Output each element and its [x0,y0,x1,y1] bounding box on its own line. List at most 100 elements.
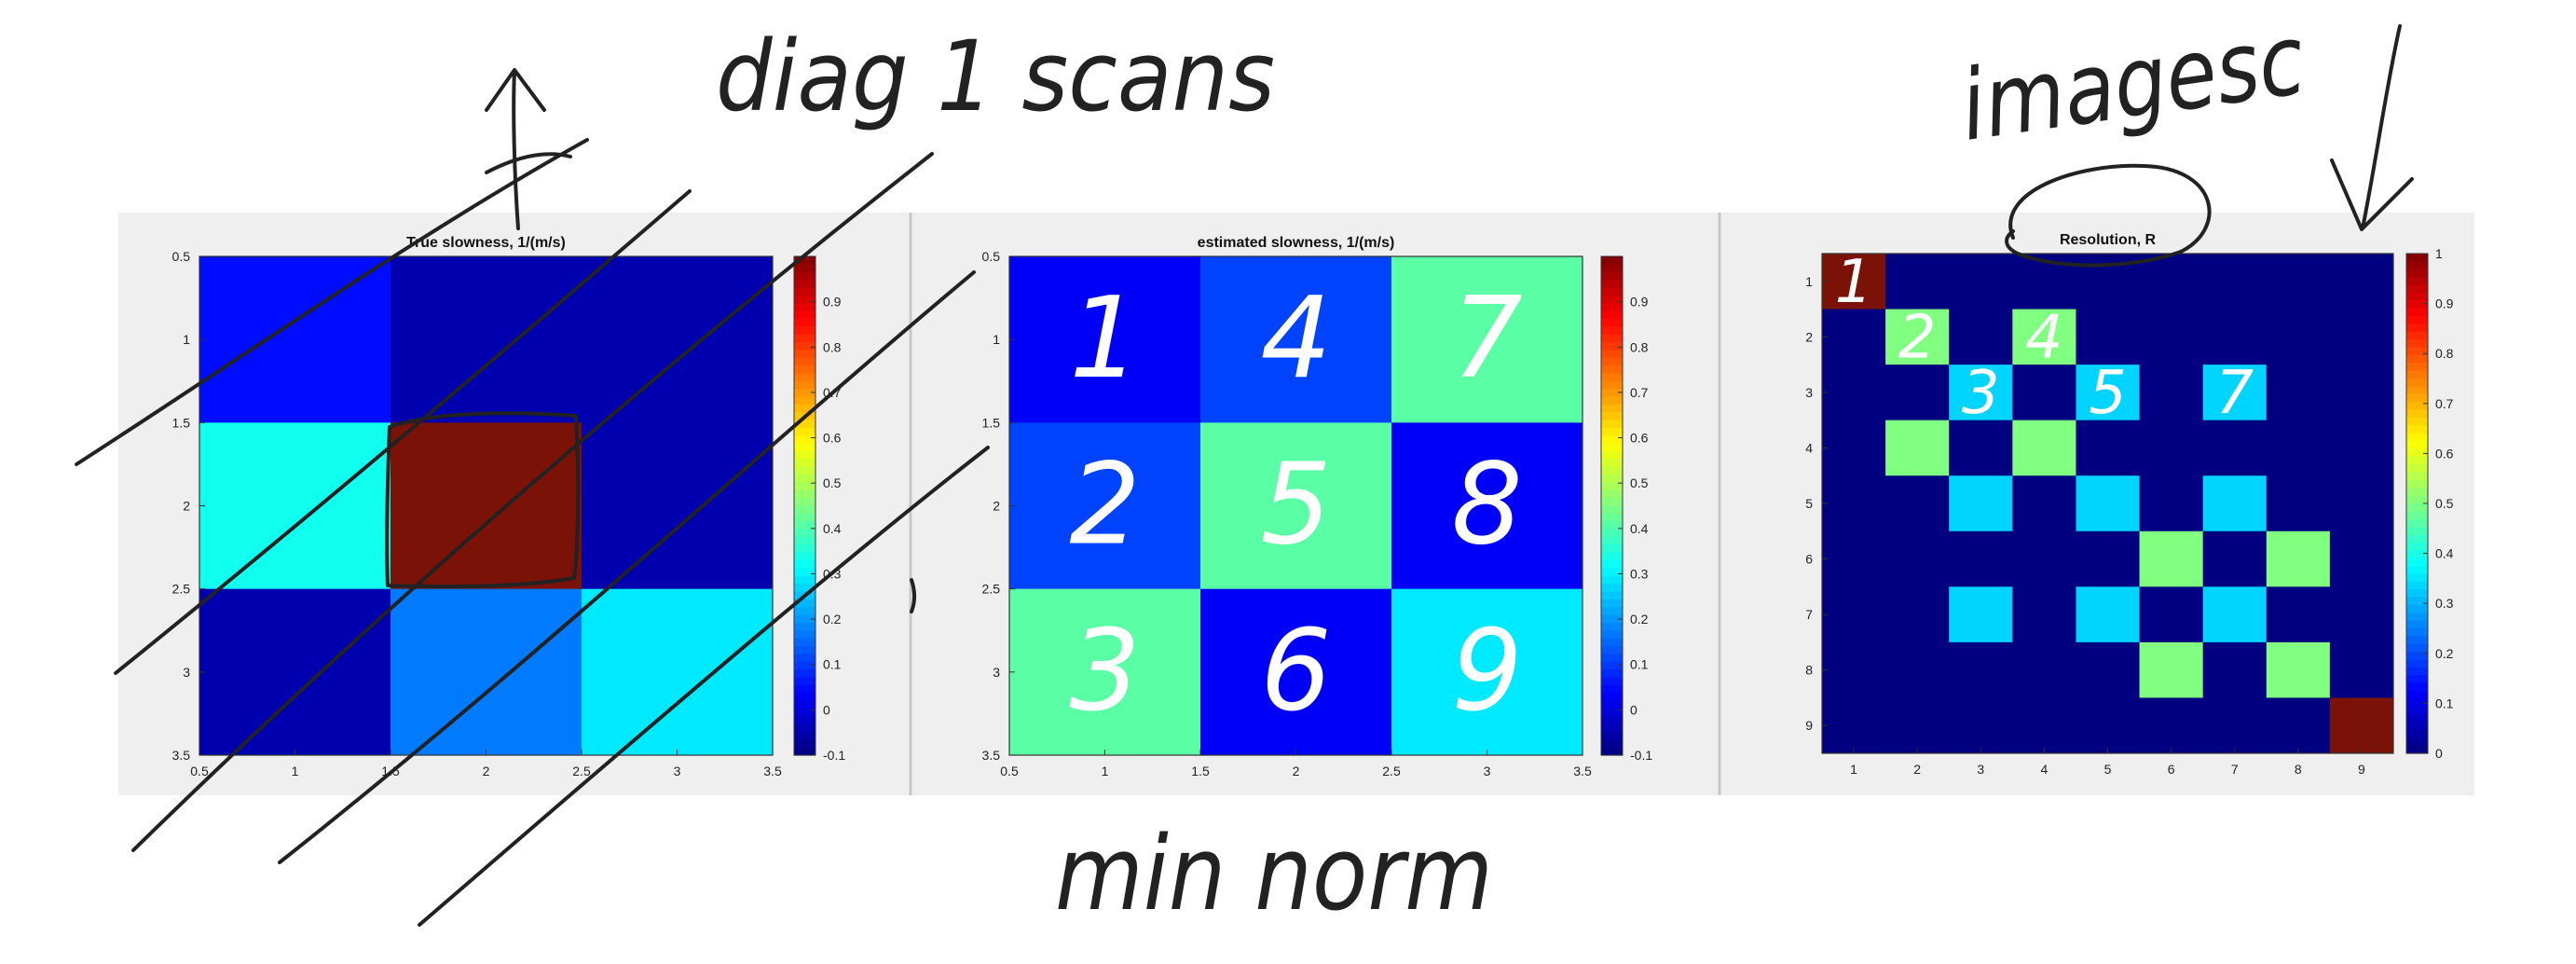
colorbar-tick-label: 0.9 [2435,296,2454,311]
scan-direction-arrow [485,68,546,230]
colorbar-segment [1601,536,1623,545]
colorbar-segment [1601,380,1623,390]
colorbar-segment [1601,271,1623,281]
colorbar-segment [794,614,815,624]
highlight-box [385,411,581,589]
colorbar-segment [2406,284,2428,294]
colorbar-frame [1600,255,1624,756]
colorbar-segment [2406,511,2428,520]
colorbar-segment [2406,643,2428,653]
heatmap-cell [199,256,391,423]
y-tick-label: 1.5 [172,415,191,430]
colorbar-segment [1601,475,1623,484]
heatmap-cell [2139,641,2204,698]
colorbar-segment [794,513,815,522]
colorbar-segment [794,622,815,631]
colorbar-segment [1601,404,1623,413]
colorbar-segment [794,684,815,694]
ink-annotations [75,24,2414,927]
y-tick-label: 1 [183,332,190,347]
colorbar-segment [2406,472,2428,481]
heatmap-cell [2139,420,2204,476]
heatmap-cell [199,422,391,590]
colorbar-segment [794,599,815,608]
colorbar-segment [794,568,815,577]
colorbar-segment [1601,350,1623,359]
colorbar-segment [794,256,815,265]
colorbar-segment [2406,628,2428,637]
heatmap-cell [2266,586,2331,643]
colorbar-segment [1601,677,1623,686]
colorbar-segment [1601,334,1623,343]
heatmap-cell [199,588,391,756]
colorbar-segment [1601,552,1623,561]
y-tick-label: 6 [1805,552,1813,567]
heatmap-cell [1949,420,2013,476]
heatmap-cell [2076,697,2141,754]
x-tick-label: 1 [1102,764,1109,778]
heatmap-cell [2012,641,2076,698]
colorbar-segment [794,489,815,499]
colorbar-segment [794,700,815,709]
heatmap-cell [2266,365,2331,421]
colorbar-segment [2406,425,2428,434]
y-tick-label: 3 [183,665,190,680]
heatmap-cell [1885,254,1950,310]
colorbar-segment [1601,412,1623,421]
colorbar-segment [2406,566,2428,574]
colorbar-segment [794,552,815,561]
heatmap-cell [2139,254,2204,310]
x-tick-label: 2 [1293,764,1300,778]
colorbar-tick-label: 0.7 [1630,385,1649,400]
heatmap-cell [2012,309,2076,365]
colorbar-segment [794,427,815,436]
heatmap-cell [2266,254,2331,310]
x-tick-label: 8 [2295,762,2302,777]
heatmap-cell [2329,254,2394,310]
colorbar-segment [794,459,815,468]
colorbar-segment [2406,589,2428,599]
colorbar-segment [794,708,815,717]
x-tick-label: 0.5 [190,764,209,778]
heatmap-cell [2266,641,2331,698]
colorbar-segment [2406,729,2428,738]
colorbar-segment [1601,669,1623,679]
colorbar-segment [794,443,815,452]
colorbar-segment [2406,534,2428,544]
colorbar-segment [794,505,815,515]
colorbar-tick-label: 0.1 [2435,695,2454,710]
resolution-matrix-chart: Resolution, R1 2 3 4 5 6 7 8 912345678900.10.20.… [1805,232,2453,777]
colorbar-segment [2406,316,2428,324]
colorbar-segment [794,404,815,413]
heatmap-cell [1949,530,2013,587]
colorbar-segment [1601,622,1623,631]
scan-line-2 [114,189,692,675]
colorbar-segment [2406,558,2428,567]
y-tick-label: 7 [1805,607,1813,622]
heatmap-cell [2076,641,2141,698]
scan-line-3 [131,152,934,852]
heatmap-cell [1822,475,1886,532]
x-tick-label: 3 [674,764,681,778]
colorbar-tick-label: 0.1 [823,657,842,672]
colorbar-segment [794,341,815,351]
heatmap-cell [2202,475,2268,532]
colorbar-segment [1601,318,1623,327]
colorbar-segment [2406,417,2428,426]
colorbar-segment [2406,300,2428,310]
heatmap-cell [1885,697,1950,754]
resolution-number-label: 2 [1898,303,1937,372]
title-circle [2005,163,2212,268]
heatmap-cell [2266,530,2331,587]
colorbar-segment [2406,691,2428,699]
colorbar-segment [1601,373,1623,382]
y-tick-label: 2.5 [982,582,1001,597]
colorbar-segment [2406,292,2428,301]
heatmap-cell [582,256,774,423]
heatmap-cell [1822,641,1886,698]
heatmap-cell [1949,365,2013,421]
colorbar-segment [794,544,815,554]
colorbar-segment [1601,505,1623,515]
colorbar-segment [794,475,815,484]
colorbar-segment [1601,435,1623,445]
